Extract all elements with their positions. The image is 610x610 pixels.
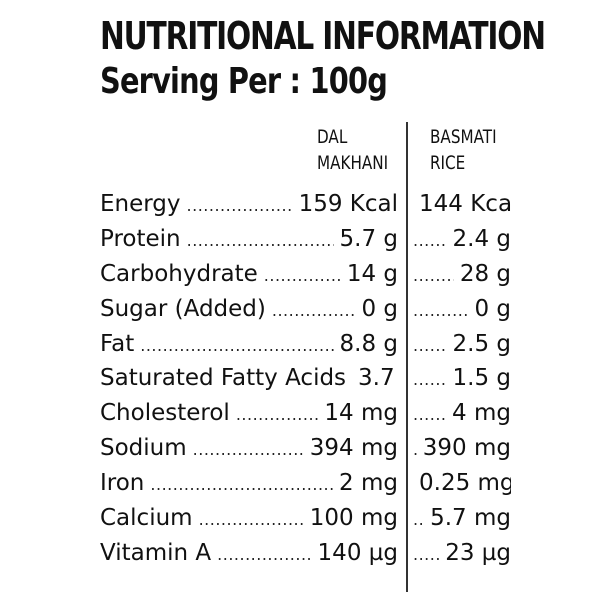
dal-cell: Saturated Fatty Acids 3.7 g <box>100 361 398 396</box>
rice-value: 1.5 g <box>452 365 512 392</box>
nutrient-name: Carbohydrate <box>100 260 258 287</box>
nutrient-name: Calcium <box>100 505 193 532</box>
rice-value: 0.25 mg <box>419 470 511 497</box>
nutrient-name: Saturated Fatty Acids <box>100 365 347 392</box>
nutrient-name: Protein <box>100 225 181 252</box>
dal-value: 0 g <box>361 295 398 322</box>
rice-cell: 0.25 mg <box>413 466 511 501</box>
rice-cell: 2.4 g <box>413 222 512 257</box>
column-header-line: MAKHANI <box>317 152 389 174</box>
leader-dots <box>236 398 319 431</box>
nutrient-row: Calcium 100 mg 5.7 mg <box>100 501 520 536</box>
column-header-dal-makhani: DAL MAKHANI <box>317 124 388 176</box>
leader-dots <box>413 329 447 362</box>
leader-dots <box>413 363 447 396</box>
rice-cell: 144 Kcal <box>413 187 511 222</box>
dal-value: 100 mg <box>309 505 398 532</box>
leader-dots <box>272 294 356 327</box>
leader-dots <box>187 224 334 257</box>
nutrient-name: Fat <box>100 330 135 357</box>
nutrient-row: Saturated Fatty Acids 3.7 g 1.5 g <box>100 361 520 396</box>
nutrient-table: Energy 159 Kcal 144 Kcal Protein 5.7 g 2… <box>100 187 520 571</box>
rice-value: 2.4 g <box>452 225 512 252</box>
dal-value: 5.7 g <box>339 225 399 252</box>
rice-value: 4 mg <box>452 400 511 427</box>
dal-cell: Energy 159 Kcal <box>100 187 398 222</box>
rice-cell: 2.5 g <box>413 327 512 362</box>
nutrient-row: Vitamin A 140 µg 23 µg <box>100 536 520 571</box>
dal-value: 159 Kcal <box>298 191 398 217</box>
nutrient-name: Energy <box>100 191 181 217</box>
dal-value: 14 g <box>346 260 398 287</box>
leader-dots <box>413 433 417 466</box>
leader-dots <box>413 503 424 536</box>
dal-value: 2 mg <box>339 470 398 497</box>
nutrient-row: Cholesterol 14 mg 4 mg <box>100 396 520 431</box>
rice-value: 390 mg <box>422 435 511 462</box>
dal-cell: Vitamin A 140 µg <box>100 536 398 571</box>
dal-value: 8.8 g <box>339 330 399 357</box>
leader-dots <box>217 538 311 571</box>
rice-cell: 390 mg <box>413 431 511 466</box>
dal-cell: Sugar (Added) 0 g <box>100 292 398 327</box>
rice-cell: 23 µg <box>413 536 511 571</box>
leader-dots <box>413 398 446 431</box>
label-title: NUTRITIONAL INFORMATION <box>100 14 546 58</box>
serving-size: Serving Per : 100g <box>100 61 388 102</box>
column-header-line: BASMATI <box>430 126 497 148</box>
rice-cell: 28 g <box>413 257 511 292</box>
rice-value: 5.7 mg <box>430 505 511 532</box>
dal-value: 3.7 g <box>358 365 398 392</box>
nutrient-name: Sugar (Added) <box>100 295 266 322</box>
column-divider <box>406 122 408 592</box>
nutrient-name: Sodium <box>100 435 187 462</box>
nutrient-row: Fat 8.8 g 2.5 g <box>100 327 520 362</box>
rice-cell: 0 g <box>413 292 511 327</box>
dal-cell: Iron 2 mg <box>100 466 398 501</box>
nutrient-name: Cholesterol <box>100 400 230 427</box>
dal-value: 394 mg <box>309 435 398 462</box>
leader-dots <box>140 329 333 362</box>
rice-cell: 4 mg <box>413 396 511 431</box>
nutrient-row: Protein 5.7 g 2.4 g <box>100 222 520 257</box>
leader-dots <box>413 259 454 292</box>
column-header-line: DAL <box>317 126 348 148</box>
rice-value: 144 Kcal <box>419 191 511 217</box>
dal-cell: Calcium 100 mg <box>100 501 398 536</box>
dal-cell: Fat 8.8 g <box>100 327 398 362</box>
leader-dots <box>199 503 304 536</box>
column-header-basmati-rice: BASMATI RICE <box>430 124 497 176</box>
rice-value: 2.5 g <box>452 330 512 357</box>
dal-cell: Protein 5.7 g <box>100 222 398 257</box>
leader-dots <box>413 538 439 571</box>
column-header-line: RICE <box>430 152 466 174</box>
nutrient-row: Sugar (Added) 0 g 0 g <box>100 292 520 327</box>
rice-cell: 5.7 mg <box>413 501 511 536</box>
nutrient-row: Carbohydrate 14 g 28 g <box>100 257 520 292</box>
nutrient-row: Energy 159 Kcal 144 Kcal <box>100 187 520 222</box>
nutrient-row: Sodium 394 mg 390 mg <box>100 431 520 466</box>
rice-value: 28 g <box>459 260 511 287</box>
leader-dots <box>413 224 447 257</box>
dal-value: 140 µg <box>317 539 398 566</box>
rice-value: 0 g <box>474 295 511 322</box>
nutrient-row: Iron 2 mg 0.25 mg <box>100 466 520 501</box>
dal-cell: Sodium 394 mg <box>100 431 398 466</box>
leader-dots <box>150 468 333 501</box>
leader-dots <box>193 433 304 466</box>
dal-value: 14 mg <box>324 400 398 427</box>
nutrient-name: Iron <box>100 470 145 497</box>
dal-cell: Cholesterol 14 mg <box>100 396 398 431</box>
rice-cell: 1.5 g <box>413 361 512 396</box>
rice-value: 23 µg <box>445 539 511 566</box>
dal-cell: Carbohydrate 14 g <box>100 257 398 292</box>
leader-dots <box>264 259 341 292</box>
nutrient-name: Vitamin A <box>100 539 212 566</box>
leader-dots <box>187 189 293 222</box>
leader-dots <box>413 294 468 327</box>
